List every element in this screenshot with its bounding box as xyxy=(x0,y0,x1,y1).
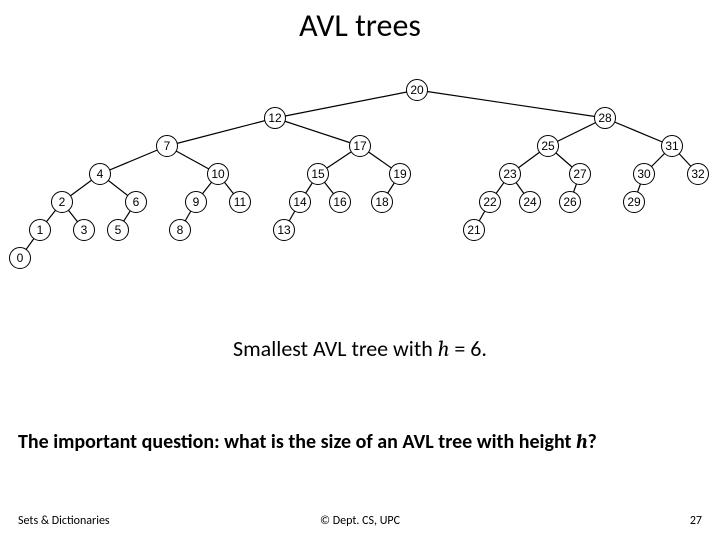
tree-node: 11 xyxy=(229,191,251,213)
tree-node: 20 xyxy=(406,79,428,101)
caption: Smallest AVL tree with h = 6. xyxy=(0,335,720,362)
tree-node: 15 xyxy=(307,163,329,185)
avl-tree-diagram: 2012287172531410151923273032269111416182… xyxy=(0,60,720,310)
tree-node: 32 xyxy=(687,163,709,185)
tree-node: 27 xyxy=(569,163,591,185)
question-suffix: ? xyxy=(588,430,597,454)
tree-node: 19 xyxy=(389,163,411,185)
tree-node: 29 xyxy=(623,191,645,213)
tree-node: 3 xyxy=(73,219,95,241)
tree-node: 0 xyxy=(9,247,31,269)
tree-node: 5 xyxy=(107,219,129,241)
tree-node: 7 xyxy=(156,135,178,157)
tree-node: 2 xyxy=(51,191,73,213)
tree-node: 26 xyxy=(559,191,581,213)
question-prefix: The important question: what is the size… xyxy=(18,430,576,454)
tree-node: 9 xyxy=(185,191,207,213)
tree-node: 6 xyxy=(125,191,147,213)
tree-node: 8 xyxy=(169,219,191,241)
caption-eq: = 6. xyxy=(449,335,487,362)
tree-node: 4 xyxy=(89,163,111,185)
tree-node: 14 xyxy=(289,191,311,213)
tree-node: 10 xyxy=(207,163,229,185)
tree-node: 12 xyxy=(264,107,286,129)
tree-node: 21 xyxy=(463,219,485,241)
important-question: The important question: what is the size… xyxy=(18,430,597,454)
tree-node: 25 xyxy=(537,135,559,157)
tree-node: 31 xyxy=(661,135,683,157)
tree-node: 13 xyxy=(273,219,295,241)
tree-edges xyxy=(0,60,720,310)
page-title: AVL trees xyxy=(0,0,720,45)
tree-node: 17 xyxy=(349,135,371,157)
footer-center: © Dept. CS, UPC xyxy=(0,514,720,528)
tree-node: 22 xyxy=(479,191,501,213)
caption-var: h xyxy=(438,336,450,362)
question-var: h xyxy=(576,430,588,453)
tree-node: 28 xyxy=(594,107,616,129)
caption-prefix: Smallest AVL tree with xyxy=(233,335,438,362)
tree-node: 1 xyxy=(29,219,51,241)
tree-node: 16 xyxy=(329,191,351,213)
tree-node: 23 xyxy=(499,163,521,185)
footer-page-number: 27 xyxy=(690,514,702,528)
tree-node: 24 xyxy=(519,191,541,213)
tree-node: 30 xyxy=(633,163,655,185)
tree-node: 18 xyxy=(371,191,393,213)
